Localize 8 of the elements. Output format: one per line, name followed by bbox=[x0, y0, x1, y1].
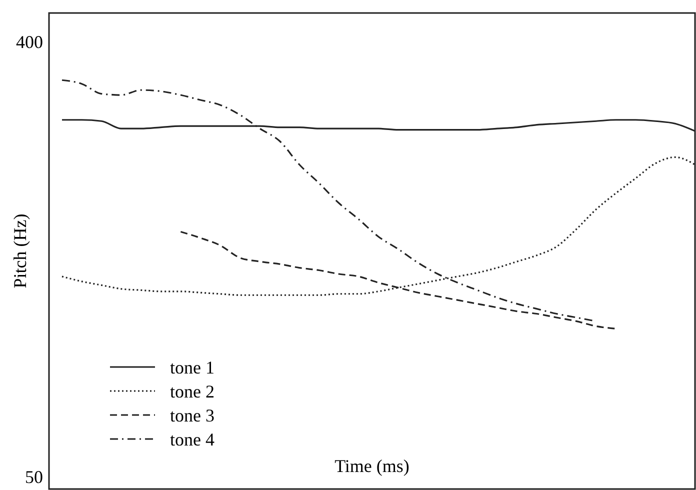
y-tick-label: 50 bbox=[25, 466, 43, 487]
y-tick-label: 400 bbox=[16, 32, 43, 52]
x-axis-title: Time (ms) bbox=[334, 456, 410, 476]
legend-label: tone 1 bbox=[170, 357, 214, 378]
legend-label: tone 2 bbox=[170, 381, 214, 402]
y-axis-title: Pitch (Hz) bbox=[10, 214, 30, 288]
legend-label: tone 4 bbox=[170, 429, 214, 450]
legend-label: tone 3 bbox=[170, 405, 214, 426]
